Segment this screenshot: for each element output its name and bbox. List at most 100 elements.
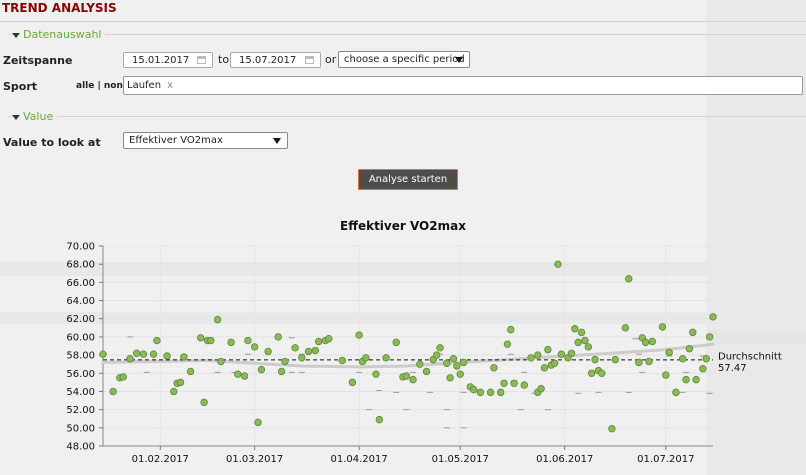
data-point bbox=[591, 355, 599, 364]
data-point bbox=[678, 355, 687, 363]
data-point bbox=[527, 354, 535, 362]
data-point bbox=[645, 357, 653, 366]
data-point bbox=[244, 336, 252, 345]
date-to-value: 15.07.2017 bbox=[239, 55, 297, 66]
data-point bbox=[662, 371, 670, 379]
title-divider bbox=[0, 21, 806, 22]
x-tick-label: 01.07.2017 bbox=[637, 454, 694, 465]
data-point bbox=[325, 335, 333, 343]
date-from-value: 15.01.2017 bbox=[132, 55, 190, 66]
remove-tag-icon[interactable]: x bbox=[167, 80, 173, 91]
data-point bbox=[587, 369, 596, 377]
period-select[interactable]: choose a specific period bbox=[338, 51, 470, 68]
section-value[interactable]: Value bbox=[12, 110, 58, 123]
data-point bbox=[705, 333, 714, 341]
section-data-selection[interactable]: Datenauswahl bbox=[12, 28, 106, 41]
data-point bbox=[432, 351, 441, 359]
data-point bbox=[277, 367, 286, 376]
data-point bbox=[446, 374, 454, 382]
data-point bbox=[608, 425, 616, 433]
data-point bbox=[382, 354, 390, 362]
data-point bbox=[625, 275, 633, 283]
x-tick-label: 01.06.2017 bbox=[536, 454, 593, 465]
data-point bbox=[422, 367, 431, 376]
sport-tag-input[interactable]: Laufen x bbox=[123, 76, 803, 95]
y-tick-label: 54.00 bbox=[66, 387, 95, 398]
data-point bbox=[217, 357, 225, 366]
data-point bbox=[692, 375, 700, 384]
section-divider bbox=[8, 34, 806, 35]
data-point bbox=[163, 352, 171, 360]
period-label: Zeitspanne bbox=[3, 54, 73, 67]
data-point bbox=[375, 415, 384, 424]
page-title: TREND ANALYSIS bbox=[2, 1, 117, 15]
data-point bbox=[658, 323, 667, 331]
data-point bbox=[584, 343, 593, 351]
y-tick-label: 52.00 bbox=[66, 405, 95, 416]
data-point bbox=[611, 355, 619, 364]
data-point bbox=[213, 315, 222, 324]
data-point bbox=[355, 331, 363, 339]
data-point bbox=[685, 345, 694, 353]
data-point bbox=[372, 370, 380, 378]
data-point bbox=[311, 346, 320, 355]
x-tick-label: 01.05.2017 bbox=[432, 454, 489, 465]
data-point bbox=[641, 338, 650, 347]
data-point bbox=[537, 385, 545, 393]
data-point bbox=[362, 354, 370, 362]
data-point bbox=[291, 344, 299, 352]
data-point bbox=[257, 365, 266, 374]
date-to-field[interactable]: 15.07.2017 bbox=[230, 52, 321, 68]
data-point bbox=[240, 372, 249, 380]
analyze-button[interactable]: Analyse starten bbox=[358, 169, 458, 190]
data-point bbox=[598, 369, 606, 377]
data-point bbox=[665, 348, 673, 357]
data-point bbox=[544, 345, 552, 354]
data-point bbox=[702, 355, 710, 363]
value-label: Value to look at bbox=[3, 136, 101, 149]
value-select[interactable]: Effektiver VO2max bbox=[123, 132, 288, 149]
data-point bbox=[254, 418, 262, 427]
y-tick-label: 60.00 bbox=[66, 332, 95, 343]
data-point bbox=[227, 338, 235, 347]
sport-label: Sport bbox=[3, 80, 38, 93]
data-point bbox=[304, 347, 313, 356]
data-point bbox=[554, 260, 562, 268]
section-divider bbox=[8, 116, 806, 117]
y-tick-label: 68.00 bbox=[66, 260, 95, 271]
calendar-icon[interactable] bbox=[197, 56, 206, 64]
data-point bbox=[409, 375, 417, 384]
data-point bbox=[186, 367, 195, 376]
chart-title: Effektiver VO2max bbox=[340, 219, 466, 233]
data-point bbox=[207, 336, 215, 345]
data-point bbox=[281, 357, 289, 366]
data-point bbox=[109, 387, 117, 396]
data-point bbox=[392, 338, 400, 347]
data-point bbox=[449, 355, 458, 363]
data-point bbox=[500, 379, 508, 387]
data-point bbox=[274, 333, 282, 341]
data-point bbox=[298, 354, 306, 362]
data-point bbox=[689, 328, 697, 337]
data-point bbox=[648, 337, 657, 346]
data-point bbox=[534, 351, 542, 359]
data-point bbox=[443, 359, 451, 367]
data-point bbox=[476, 388, 485, 397]
data-point bbox=[402, 372, 411, 380]
data-point bbox=[699, 365, 707, 373]
data-point bbox=[682, 375, 690, 384]
data-point bbox=[577, 328, 586, 337]
data-point bbox=[234, 370, 242, 378]
data-point bbox=[197, 334, 205, 342]
sport-all-none-toggle[interactable]: alle | none bbox=[76, 81, 130, 91]
average-value: 57.47 bbox=[718, 363, 747, 374]
data-point bbox=[503, 340, 512, 348]
data-point bbox=[550, 359, 559, 367]
y-tick-label: 58.00 bbox=[66, 351, 95, 362]
calendar-icon[interactable] bbox=[305, 56, 314, 64]
date-from-field[interactable]: 15.01.2017 bbox=[123, 52, 213, 68]
data-point bbox=[520, 381, 528, 389]
data-point bbox=[200, 398, 208, 407]
data-point bbox=[153, 336, 161, 345]
